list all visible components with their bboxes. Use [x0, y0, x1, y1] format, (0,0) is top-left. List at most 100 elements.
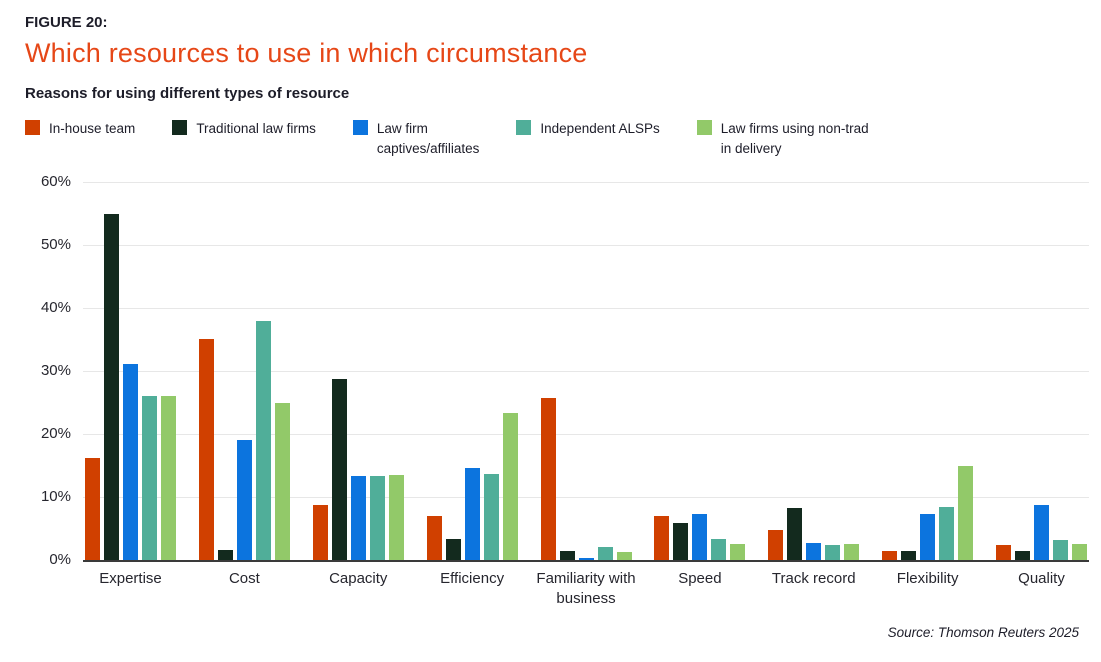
- bar-groups: [83, 182, 1089, 561]
- bar: [217, 550, 233, 561]
- bar: [464, 468, 480, 561]
- bar-group: [312, 182, 404, 561]
- bar-group: [996, 182, 1087, 561]
- bar: [426, 516, 442, 561]
- category-label: Efficiency: [440, 570, 505, 588]
- bar: [844, 544, 860, 561]
- bar: [901, 551, 917, 561]
- legend-label: Law firm captives/affiliates: [376, 121, 480, 156]
- legend-label: Traditional law firms: [196, 121, 316, 136]
- category-cell: Flexibility: [882, 569, 973, 610]
- legend-label: Law firms using non-trad in delivery: [720, 121, 869, 156]
- y-axis-label: 40%: [40, 299, 71, 317]
- category-label: Flexibility: [896, 570, 959, 588]
- bar: [1015, 551, 1030, 561]
- gridline: [83, 307, 1089, 309]
- bar: [274, 403, 290, 561]
- bar: [483, 474, 499, 561]
- bar: [540, 398, 556, 561]
- y-axis-label: 20%: [40, 425, 71, 443]
- bar: [388, 475, 404, 561]
- bar: [1072, 543, 1087, 561]
- gridline: [83, 496, 1089, 498]
- chart-subtitle: Reasons for using different types of res…: [25, 85, 350, 102]
- bar-group: [882, 182, 974, 561]
- bar: [920, 513, 936, 561]
- gridline: [83, 181, 1089, 183]
- bar: [236, 440, 252, 561]
- category-cell: Expertise: [85, 569, 176, 610]
- bar: [559, 551, 575, 561]
- bar-group: [540, 182, 632, 561]
- category-cell: Track record: [768, 569, 859, 610]
- bar: [673, 522, 689, 561]
- bar: [369, 475, 385, 561]
- bar-group: [85, 182, 176, 561]
- x-axis-labels: Expertise Cost Capacity Efficiency Familiari…: [83, 569, 1089, 610]
- bar: [882, 551, 898, 561]
- category-cell: Familiarity with business: [536, 569, 635, 610]
- bar: [578, 557, 594, 561]
- bar: [161, 395, 176, 561]
- figure-label: FIGURE 20:: [25, 14, 108, 31]
- bar-chart: 0% 10% 20% 30% 40% 50% 60% Expertise Cost Capaci…: [25, 173, 1089, 610]
- bar: [996, 545, 1011, 561]
- bar: [806, 542, 822, 561]
- chart-legend: In-house team Traditional law firms Law fi…: [25, 119, 1089, 158]
- bar: [255, 320, 271, 561]
- legend-item: Law firm captives/affiliates: [352, 119, 480, 158]
- category-cell: Quality: [996, 569, 1087, 610]
- bar: [198, 339, 214, 561]
- legend-label: Independent ALSPs: [540, 121, 660, 136]
- legend-swatch: [352, 120, 368, 135]
- legend-swatch: [172, 120, 188, 135]
- category-label: Cost: [228, 570, 260, 588]
- category-label: Familiarity with business: [536, 570, 636, 608]
- legend-item: Traditional law firms: [172, 119, 316, 139]
- bar: [502, 412, 518, 561]
- chart-title: Which resources to use in which circumst…: [25, 38, 588, 68]
- bar: [331, 379, 347, 561]
- y-axis-label: 50%: [40, 236, 71, 254]
- bar: [104, 213, 119, 561]
- bar: [654, 516, 670, 561]
- source-note: Source: Thomson Reuters 2025: [887, 624, 1079, 640]
- bar: [939, 507, 955, 561]
- legend-swatch: [25, 120, 40, 135]
- legend-item: In-house team: [25, 119, 135, 139]
- bar: [350, 475, 366, 561]
- bar: [768, 529, 784, 561]
- bar: [958, 466, 974, 561]
- legend-swatch: [696, 120, 712, 135]
- legend-swatch: [516, 120, 532, 135]
- legend-label: In-house team: [49, 121, 136, 136]
- bar: [85, 458, 100, 561]
- bar: [312, 505, 328, 561]
- bar-group: [654, 182, 746, 561]
- bar: [123, 363, 138, 561]
- y-axis-label: 60%: [40, 173, 71, 191]
- category-cell: Capacity: [313, 569, 404, 610]
- category-label: Track record: [771, 570, 856, 588]
- bar: [787, 508, 803, 561]
- gridline: [83, 433, 1089, 435]
- category-cell: Speed: [654, 569, 745, 610]
- y-axis-label: 30%: [40, 362, 71, 380]
- gridline: [83, 244, 1089, 246]
- legend-item: Law firms using non-trad in delivery: [696, 119, 869, 158]
- bar: [711, 539, 727, 561]
- category-label: Quality: [1018, 570, 1065, 588]
- bar: [692, 513, 708, 561]
- bar: [616, 551, 632, 561]
- y-axis-label: 10%: [40, 488, 71, 506]
- bar: [1034, 505, 1049, 561]
- bar: [1053, 539, 1068, 561]
- legend-item: Independent ALSPs: [516, 119, 660, 139]
- bar-group: [426, 182, 518, 561]
- y-axis-label: 0%: [49, 551, 71, 569]
- plot-area: 0% 10% 20% 30% 40% 50% 60%: [41, 173, 1089, 568]
- bar: [730, 543, 746, 561]
- category-label: Expertise: [99, 570, 162, 588]
- category-label: Capacity: [329, 570, 388, 588]
- bar-group: [198, 182, 290, 561]
